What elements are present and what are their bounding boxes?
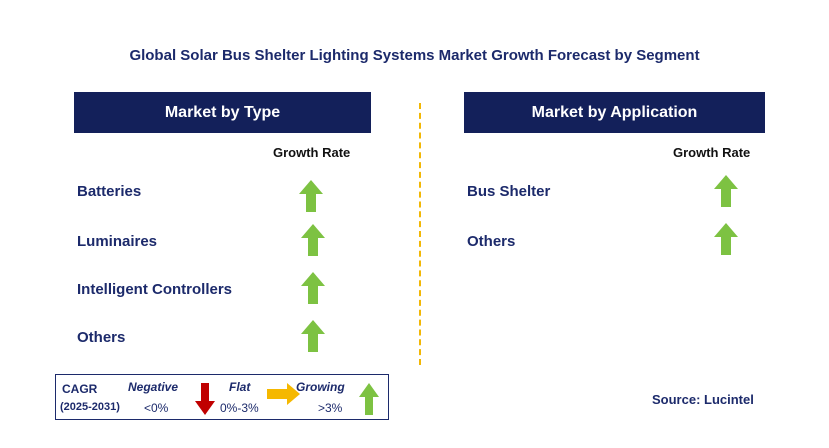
chart-title: Global Solar Bus Shelter Lighting System… bbox=[129, 47, 700, 64]
up-arrow-icon bbox=[301, 320, 325, 352]
up-arrow-icon bbox=[301, 224, 325, 256]
up-arrow-icon bbox=[359, 383, 379, 415]
up-arrow-icon bbox=[714, 175, 738, 207]
up-arrow-icon bbox=[301, 272, 325, 304]
application-row-label: Bus Shelter bbox=[467, 183, 551, 200]
type-header: Market by Type bbox=[74, 92, 371, 133]
legend-growing-label: Growing bbox=[296, 380, 345, 394]
right-arrow-icon bbox=[267, 383, 300, 405]
type-growth-rate-label: Growth Rate bbox=[273, 145, 351, 160]
up-arrow-icon bbox=[714, 223, 738, 255]
source-note: Source: Lucintel bbox=[652, 392, 754, 407]
up-arrow-icon bbox=[299, 180, 323, 212]
legend-growing-range: >3% bbox=[318, 401, 343, 415]
panel-divider bbox=[419, 103, 421, 365]
type-row-label: Luminaires bbox=[77, 233, 158, 250]
down-arrow-icon bbox=[195, 383, 215, 415]
legend-negative-range: <0% bbox=[144, 401, 169, 415]
application-growth-rate-label: Growth Rate bbox=[673, 145, 751, 160]
legend-cagr-label: CAGR bbox=[62, 382, 98, 396]
application-header: Market by Application bbox=[464, 92, 765, 133]
type-row-label: Batteries bbox=[77, 183, 142, 200]
type-row-label: Intelligent Controllers bbox=[77, 281, 233, 298]
legend-period: (2025-2031) bbox=[60, 401, 120, 413]
application-row-label: Others bbox=[467, 233, 516, 250]
type-row-label: Others bbox=[77, 329, 126, 346]
growth-legend: CAGR (2025-2031) Negative <0% Flat 0%-3%… bbox=[55, 374, 389, 420]
legend-flat-label: Flat bbox=[229, 380, 251, 394]
legend-flat-range: 0%-3% bbox=[220, 401, 259, 415]
legend-negative-label: Negative bbox=[128, 380, 179, 394]
